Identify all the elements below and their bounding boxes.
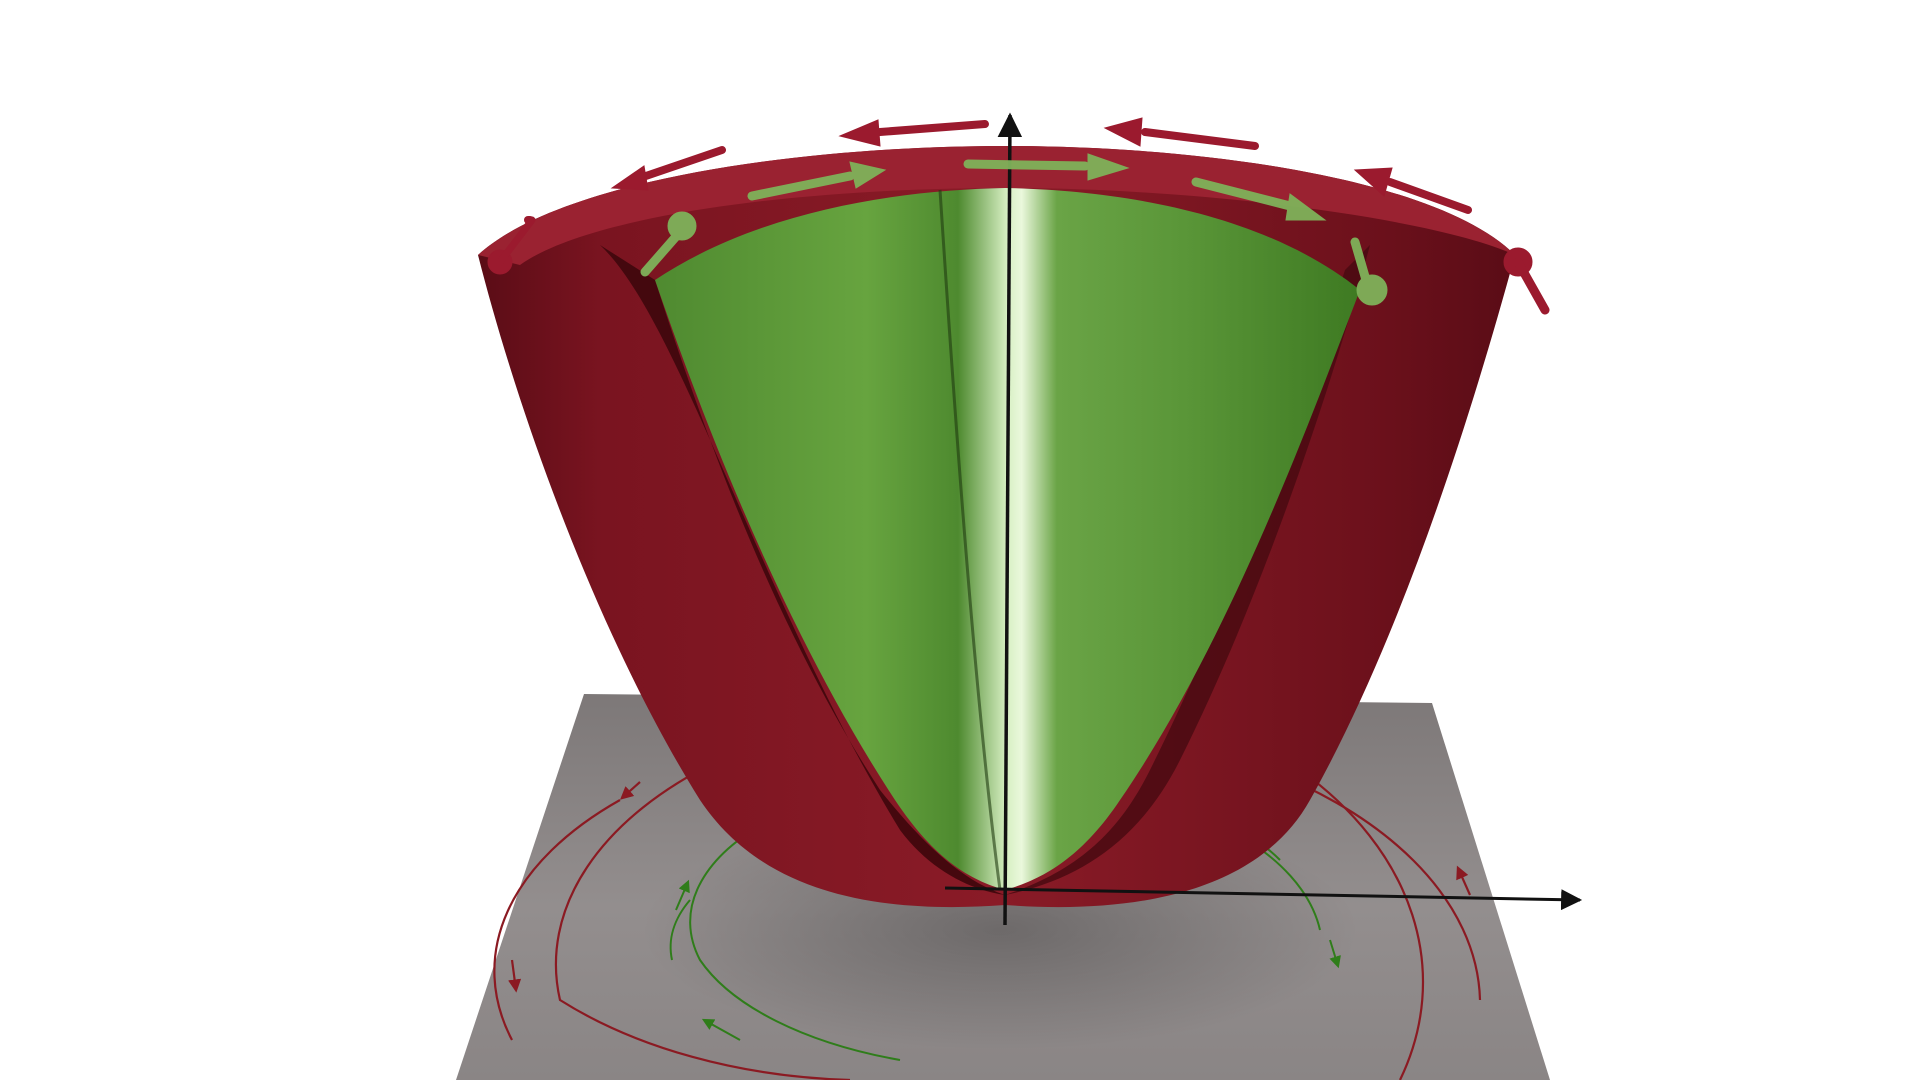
inner-rim-arrow <box>640 211 697 277</box>
z-axis <box>997 112 1023 926</box>
inner-flow-arc <box>669 899 691 961</box>
outer-flow-arrowhead <box>1456 865 1472 896</box>
inner-flow-arrowhead <box>1329 939 1341 969</box>
outer-flow-arc <box>554 759 851 1080</box>
outer-flow-arrowhead <box>620 781 641 800</box>
outer-rim-arrow <box>610 146 726 191</box>
outer-rim-arrow <box>1103 117 1259 150</box>
inner-flow-arc <box>689 819 901 1061</box>
outer-rim-arrows <box>487 117 1550 315</box>
inner-rim-arrows <box>640 153 1388 306</box>
inner-rim-arrow <box>963 153 1130 181</box>
outer-rim-arrow <box>1503 247 1550 315</box>
inner-rim-arrow <box>1191 177 1327 221</box>
outer-flow-arc <box>493 799 621 1041</box>
inner-flow-arrowhead <box>701 1018 741 1041</box>
inner-rim-arrow <box>1350 237 1388 306</box>
outer-flow-arc <box>1299 769 1425 1080</box>
outer-flow-arrowhead <box>508 959 522 993</box>
outer-rim-arrow <box>487 216 536 275</box>
outer-rim-arrow <box>1353 167 1472 214</box>
axes <box>944 112 1583 926</box>
outer-rim-arrow <box>838 119 989 147</box>
inner-rim-arrow <box>747 161 887 201</box>
x-axis <box>944 886 1583 911</box>
inner-flow-arrowhead <box>675 879 690 911</box>
